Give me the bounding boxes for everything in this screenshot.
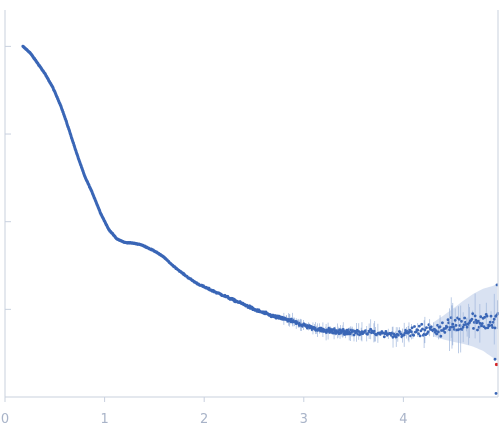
data-point	[429, 325, 433, 329]
data-point	[439, 334, 443, 338]
data-point	[476, 328, 479, 332]
data-point	[452, 325, 455, 329]
data-point	[416, 328, 420, 332]
data-point	[417, 324, 421, 328]
data-point	[445, 325, 449, 329]
data-point	[473, 314, 477, 318]
x-tick-label: 2	[200, 412, 208, 427]
axes: 0 1 2 3 4	[1, 10, 499, 427]
data-point	[413, 325, 416, 328]
data-point	[494, 391, 498, 395]
data-point	[417, 332, 420, 336]
data-point	[382, 335, 386, 339]
data-point	[438, 325, 442, 329]
data-point	[352, 333, 356, 337]
data-point	[471, 312, 475, 315]
data-point	[484, 326, 487, 330]
data-point	[465, 325, 469, 329]
data-point	[448, 328, 451, 332]
x-tick-label: 4	[399, 412, 407, 427]
data-point	[474, 318, 478, 322]
data-point	[402, 333, 406, 337]
data-point	[457, 317, 461, 321]
data-point	[407, 330, 411, 334]
data-point	[480, 324, 483, 328]
data-point	[420, 322, 424, 326]
x-tick-label: 0	[1, 412, 9, 427]
data-point	[414, 330, 418, 334]
data-point	[410, 330, 413, 334]
x-tick-label: 1	[100, 412, 108, 427]
data-point	[441, 321, 444, 325]
data-point	[479, 315, 483, 319]
data-point	[446, 318, 450, 322]
data-point	[485, 314, 489, 318]
data-point	[491, 326, 494, 329]
data-point	[410, 326, 414, 330]
x-tick-label: 3	[300, 412, 308, 427]
data-point	[454, 324, 458, 327]
data-point	[419, 329, 423, 333]
data-point	[451, 322, 455, 326]
data-point	[483, 315, 487, 319]
data-point	[470, 317, 474, 321]
data-point	[480, 322, 484, 325]
data-point	[488, 320, 492, 324]
data-point	[462, 323, 466, 327]
data-point	[443, 331, 447, 334]
data-point	[489, 314, 493, 318]
data-point	[418, 334, 422, 338]
data-point	[493, 357, 497, 361]
data-point	[461, 325, 465, 329]
data-point	[486, 326, 490, 330]
data-point	[476, 319, 480, 323]
data-point	[434, 329, 438, 332]
data-point	[492, 317, 496, 321]
data-point	[463, 316, 467, 320]
data-point	[453, 318, 457, 322]
data-point	[426, 330, 430, 334]
data-point	[412, 333, 416, 337]
data-point	[425, 326, 428, 330]
data-point	[460, 319, 463, 323]
data-point	[394, 335, 398, 339]
data-point	[421, 327, 424, 331]
data-point	[457, 328, 460, 332]
data-point	[435, 332, 439, 336]
outlier-point	[494, 362, 499, 367]
data-point	[437, 330, 440, 334]
data-point	[478, 321, 482, 325]
data-point	[423, 328, 427, 332]
data-point	[472, 327, 475, 330]
data-point	[493, 326, 497, 330]
data-point	[490, 323, 494, 327]
data-point	[488, 324, 491, 328]
data-points	[21, 44, 499, 354]
